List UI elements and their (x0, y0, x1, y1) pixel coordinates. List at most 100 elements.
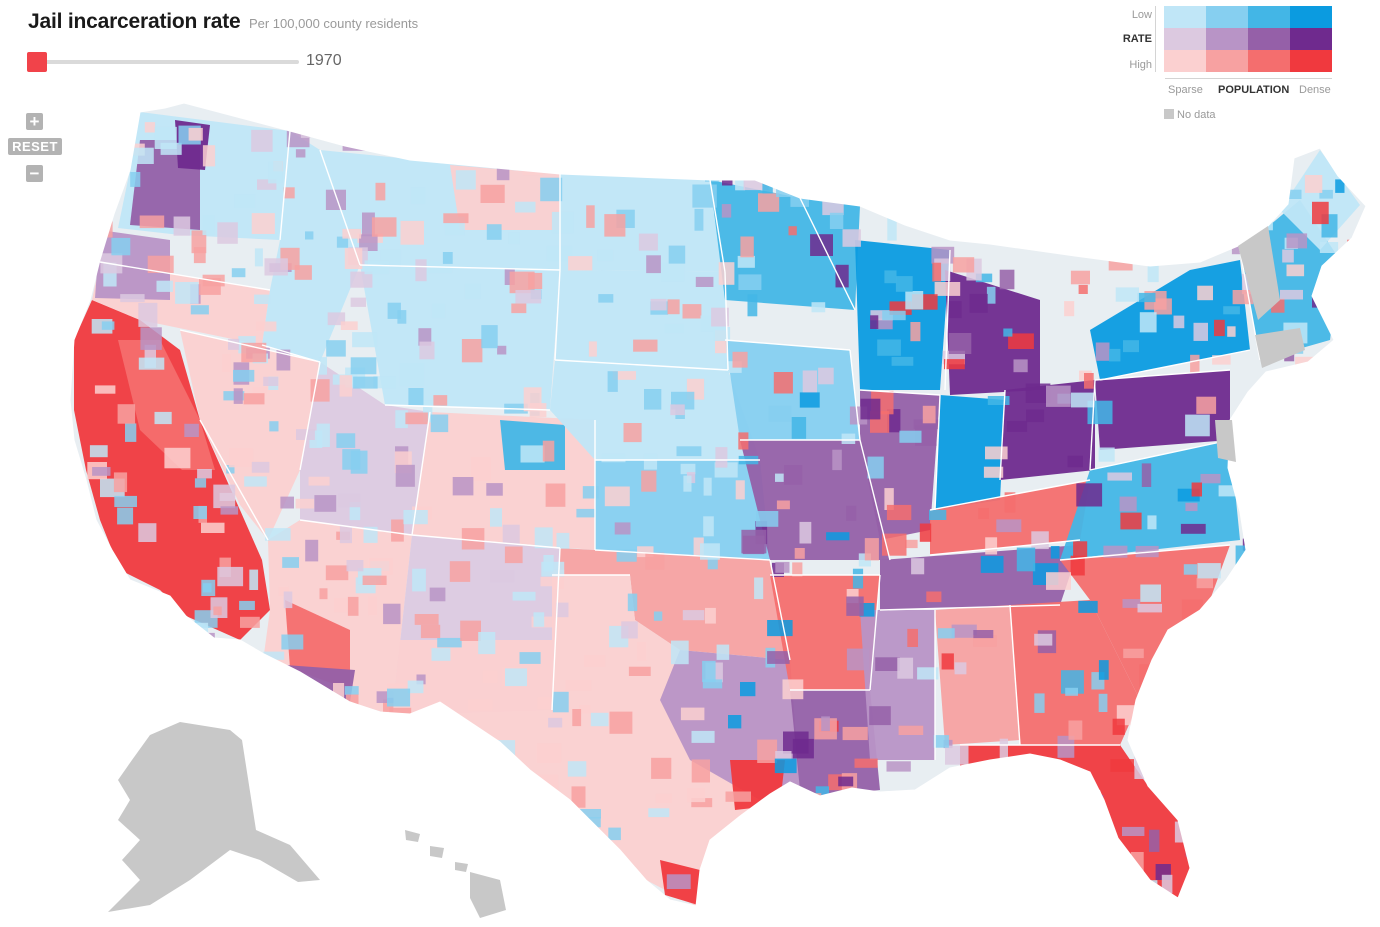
county-patch (1034, 693, 1045, 713)
county-patch (1249, 477, 1267, 491)
county-patch (756, 511, 779, 527)
region-kentucky (930, 480, 1090, 555)
slider-handle[interactable] (27, 52, 47, 72)
county-patch (768, 405, 792, 422)
county-patch (983, 466, 1004, 478)
county-patch (1025, 383, 1051, 403)
zoom-out-button[interactable]: − (26, 165, 43, 182)
county-patch (604, 214, 626, 237)
county-patch (120, 294, 145, 303)
county-patch (1137, 292, 1156, 303)
county-patch (1330, 887, 1344, 897)
state-border (299, 519, 413, 536)
county-patch (1262, 491, 1283, 505)
county-patch (296, 429, 315, 440)
county-patch (234, 194, 256, 208)
county-patch (568, 256, 593, 271)
county-patch (711, 307, 729, 327)
county-patch (735, 179, 746, 191)
county-patch (842, 726, 868, 741)
county-patch (1095, 342, 1110, 361)
county-patch (228, 338, 240, 350)
legend-cell-r1-c3 (1290, 28, 1332, 50)
no-data-label: No data (1177, 109, 1216, 121)
county-patch (213, 484, 236, 509)
county-patch (347, 596, 359, 616)
county-patch (351, 782, 365, 795)
county-patch (1122, 826, 1145, 836)
county-patch (1253, 530, 1280, 546)
county-patch (1180, 622, 1201, 642)
county-patch (194, 478, 207, 488)
county-patch (1143, 153, 1158, 169)
county-patch (609, 711, 633, 734)
reset-button[interactable]: RESET (8, 138, 62, 155)
county-patch (572, 709, 582, 727)
county-patch (1312, 295, 1338, 308)
county-patch (256, 321, 277, 332)
county-patch (886, 761, 911, 772)
county-patch (502, 123, 524, 140)
county-patch (832, 449, 842, 471)
county-patch (119, 620, 144, 639)
county-patch (672, 138, 691, 155)
county-patch (929, 509, 947, 520)
county-patch (249, 569, 259, 590)
state-border (319, 149, 361, 266)
zoom-in-button[interactable]: + (26, 113, 43, 130)
county-patch (1185, 502, 1198, 512)
county-patch (1191, 482, 1202, 497)
county-patch (604, 486, 630, 507)
county-patch (1141, 463, 1152, 487)
county-patch (399, 363, 425, 387)
county-patch (133, 678, 142, 694)
county-patch (788, 848, 810, 872)
county-patch (511, 303, 527, 314)
county-patch (405, 412, 428, 425)
county-patch (407, 680, 424, 694)
county-patch (1349, 453, 1366, 471)
county-patch (725, 791, 751, 802)
county-patch (947, 301, 962, 319)
county-patch (705, 607, 716, 624)
county-patch (480, 184, 505, 203)
county-patch (1286, 233, 1308, 249)
county-patch (608, 827, 621, 841)
county-patch (1298, 609, 1323, 619)
state-border (709, 179, 726, 273)
county-patch (283, 591, 293, 609)
county-patch (1223, 306, 1240, 315)
year-slider[interactable]: 1970 (27, 50, 342, 74)
county-patch (975, 273, 993, 283)
slider-track[interactable] (37, 60, 299, 64)
county-patch (664, 323, 684, 334)
county-patch (694, 208, 704, 231)
county-patch (461, 339, 483, 363)
county-patch (339, 525, 352, 544)
county-patch (776, 173, 797, 197)
county-patch (403, 510, 428, 525)
county-patch (846, 596, 864, 616)
county-patch (999, 738, 1008, 760)
county-patch (1320, 387, 1335, 407)
county-patch (1170, 215, 1183, 236)
county-patch (154, 126, 177, 149)
county-patch (173, 216, 191, 236)
county-patch (775, 473, 784, 482)
county-patch (666, 874, 691, 889)
county-patch (565, 679, 592, 691)
county-patch (437, 637, 462, 648)
county-patch (930, 204, 956, 227)
county-patch (319, 588, 328, 600)
county-patch (1293, 418, 1319, 439)
county-patch (1341, 128, 1352, 151)
county-patch (1031, 531, 1049, 550)
county-patch (581, 817, 601, 828)
county-patch (523, 387, 542, 412)
county-patch (340, 321, 358, 330)
county-patch (1161, 874, 1173, 894)
region-kansas (595, 460, 770, 560)
county-patch (418, 328, 432, 346)
county-patch (668, 245, 686, 264)
